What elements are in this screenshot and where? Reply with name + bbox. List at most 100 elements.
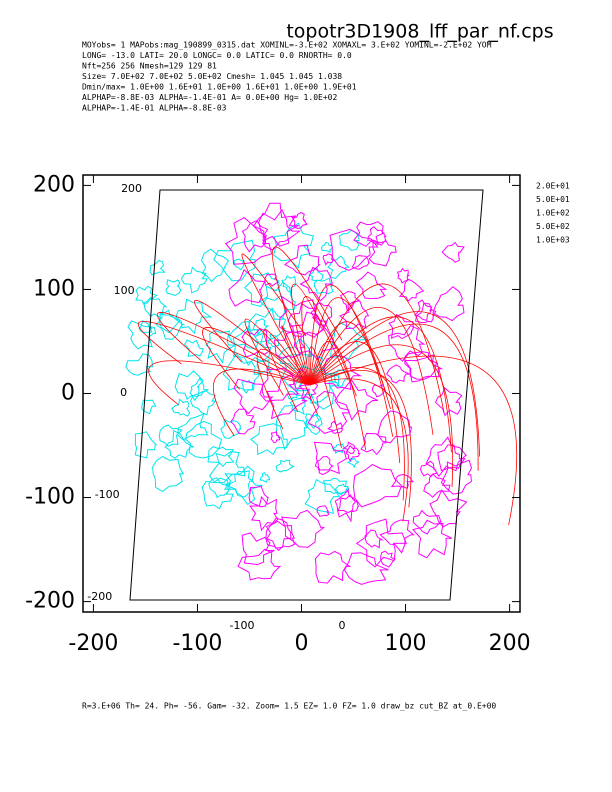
contour	[346, 457, 359, 469]
contour	[149, 260, 166, 276]
field-line	[309, 355, 517, 526]
contour	[425, 436, 468, 478]
contour	[164, 429, 194, 459]
field-line	[309, 340, 367, 451]
contour	[177, 412, 209, 441]
y-tick-label: -200	[25, 589, 75, 614]
field-line	[241, 253, 311, 386]
contour	[338, 229, 360, 251]
contour	[228, 320, 260, 350]
contour	[208, 451, 246, 484]
inner-y-tick-label: 100	[114, 284, 135, 297]
contour	[440, 459, 473, 495]
contour	[355, 518, 408, 568]
contour	[283, 244, 321, 276]
contour	[220, 418, 242, 440]
field-line	[309, 378, 409, 522]
contour	[280, 509, 326, 548]
contour	[343, 552, 389, 585]
inner-y-tick-label: 200	[121, 182, 142, 195]
contour	[396, 267, 411, 284]
contour	[287, 302, 327, 338]
contour	[259, 472, 271, 483]
contour	[305, 413, 324, 436]
contour	[330, 322, 369, 360]
contour	[298, 382, 319, 400]
contour	[388, 313, 414, 340]
field-line	[244, 318, 311, 396]
contour	[208, 477, 232, 499]
field-line	[281, 325, 319, 415]
contour	[134, 431, 158, 459]
field-line	[309, 369, 412, 508]
contour	[304, 478, 341, 514]
legend-entry: 2.0E+01	[536, 182, 570, 191]
y-tick-label: 0	[61, 381, 75, 406]
contour	[265, 517, 293, 549]
contour	[412, 509, 442, 535]
contour	[174, 370, 204, 401]
contour	[213, 239, 256, 282]
contour	[205, 330, 236, 365]
contour	[252, 202, 300, 247]
x-tick-label: 100	[385, 631, 427, 656]
contour	[259, 367, 300, 402]
contour	[175, 298, 213, 335]
contour	[379, 519, 415, 554]
contour	[252, 318, 270, 336]
contour	[299, 266, 334, 302]
contour	[412, 519, 453, 559]
contour	[237, 548, 282, 581]
contour	[334, 488, 357, 514]
contour	[313, 441, 349, 475]
contour	[339, 290, 360, 312]
field-line	[193, 300, 311, 386]
field-line	[212, 368, 311, 436]
chart-title: topotr3D1908_lff_par_nf.cps	[286, 21, 553, 43]
contour	[266, 373, 311, 420]
contour	[321, 241, 334, 254]
y-tick-label: 100	[33, 276, 75, 301]
contour	[265, 520, 296, 551]
contour	[270, 430, 281, 444]
contour	[414, 299, 433, 322]
contour	[331, 442, 348, 455]
contour	[316, 505, 330, 517]
field-line	[156, 312, 311, 386]
legend-entry: 5.0E+01	[536, 195, 570, 204]
contour	[158, 424, 183, 447]
field-line	[309, 316, 452, 453]
contour	[165, 279, 182, 296]
field-line	[263, 329, 311, 412]
contour	[432, 286, 465, 322]
contour	[241, 532, 275, 566]
field-line	[309, 321, 394, 437]
field-line	[301, 296, 357, 397]
contour	[275, 459, 295, 473]
contour	[388, 324, 426, 362]
contour	[368, 239, 397, 267]
contour	[314, 455, 335, 476]
legend-entry: 1.0E+02	[536, 209, 570, 218]
contour	[329, 228, 379, 271]
contour	[437, 444, 467, 472]
contour	[380, 550, 396, 568]
contour	[228, 268, 266, 307]
contour	[171, 398, 191, 417]
contour	[314, 550, 352, 584]
contour	[250, 423, 288, 456]
contour	[152, 455, 185, 493]
header-line: MOYobs= 1 MAPobs:mag_190899_0315.dat XOM…	[82, 41, 492, 50]
field-line	[271, 246, 343, 386]
contour	[305, 413, 320, 430]
field-line	[137, 321, 311, 386]
contour	[371, 383, 386, 398]
contour	[141, 399, 157, 415]
header-line: ALPHAP=-8.8E-03 ALPHA=-1.4E-01 A= 0.0E+0…	[82, 93, 337, 102]
footer: R=3.E+06 Th= 24. Ph= -56. Gam= -32. Zoom…	[82, 702, 496, 711]
contour	[223, 470, 255, 498]
contour	[278, 294, 324, 338]
contour	[334, 378, 379, 421]
contour	[377, 410, 413, 444]
y-tick-label: -100	[25, 485, 75, 510]
